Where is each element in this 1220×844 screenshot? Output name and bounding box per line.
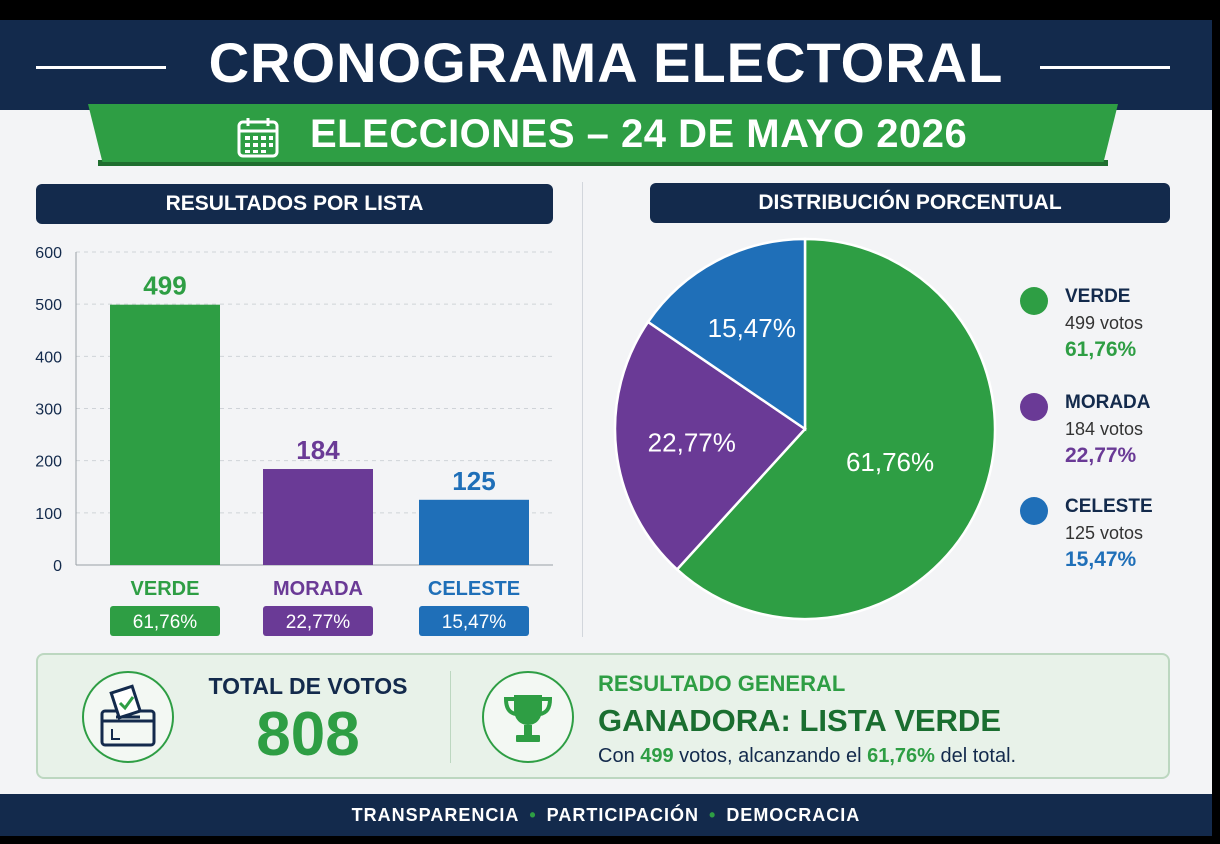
detail-pct: 61,76% [867, 745, 935, 767]
subtitle-ribbon [88, 104, 1118, 162]
detail-mid: votos, alcanzando el [673, 745, 868, 767]
ballot-box-icon [82, 671, 174, 763]
percent-badge-label: 61,76% [133, 612, 198, 633]
percent-badge-label: 15,47% [442, 612, 507, 633]
y-tick-label: 100 [35, 506, 62, 523]
footer-separator: • [709, 805, 717, 825]
pie-slice-label: 22,77% [648, 427, 736, 457]
footer: TRANSPARENCIA • PARTICIPACIÓN • DEMOCRACIA [0, 794, 1212, 836]
legend-percent: 61,76% [1065, 338, 1137, 361]
title-rule-right [1040, 66, 1170, 69]
detail-post: del total. [934, 745, 1017, 767]
legend-votes: 125 votos [1065, 523, 1144, 543]
summary-panel: TOTAL DE VOTOS 808 RESULTADO GENERAL GAN… [36, 653, 1170, 779]
detail-votes: 499 [640, 745, 674, 767]
x-category-label: VERDE [131, 578, 200, 600]
y-tick-label: 600 [35, 245, 62, 262]
percent-badge [419, 606, 529, 636]
pie-slice-celeste [646, 237, 807, 432]
y-tick-label: 0 [53, 558, 62, 575]
calendar-icon [236, 116, 280, 165]
percent-badge-label: 22,77% [286, 612, 351, 633]
bar-chart: 0 100 200 300 400 500 600 499 VERDE 61,76% 184 MORA… [35, 245, 553, 636]
bar-morada [263, 469, 373, 565]
bar-data-label: 499 [143, 271, 186, 301]
legend-swatch-morada [1020, 393, 1048, 421]
total-votes-value: 808 [256, 700, 360, 769]
legend-percent: 22,77% [1065, 444, 1137, 467]
ribbon-shadow [98, 160, 1108, 166]
footer-item-participacion: PARTICIPACIÓN [546, 805, 699, 825]
section-divider [582, 182, 583, 637]
legend-swatch-verde [1020, 287, 1048, 315]
footer-item-transparencia: TRANSPARENCIA [351, 805, 520, 825]
legend-percent: 15,47% [1065, 548, 1137, 571]
bar-section-title: RESULTADOS POR LISTA [36, 184, 553, 224]
header-band [0, 20, 1212, 110]
x-category-label: MORADA [273, 578, 363, 600]
footer-item-democracia: DEMOCRACIA [726, 805, 861, 825]
title-rule-left [36, 66, 166, 69]
pie-chart: 61,76% 22,77% 15,47% [613, 237, 997, 621]
pie-slice-label: 15,47% [708, 313, 796, 343]
bar-verde [110, 304, 220, 565]
legend-votes: 184 votos [1065, 419, 1144, 439]
percent-badge [110, 606, 220, 636]
legend-name: MORADA [1065, 392, 1151, 413]
y-tick-label: 500 [35, 297, 62, 314]
page-subtitle: ELECCIONES – 24 DE MAYO 2026 [310, 112, 968, 156]
x-category-label: CELESTE [428, 578, 520, 600]
detail-pre: Con [598, 745, 641, 767]
bar-celeste [419, 499, 529, 565]
pie-slice-label: 61,76% [846, 447, 934, 477]
legend-name: VERDE [1065, 286, 1131, 307]
page-title: CRONOGRAMA ELECTORAL [208, 31, 1004, 94]
footer-separator: • [529, 805, 537, 825]
bar-data-label: 184 [296, 435, 340, 465]
pie-slice-verde [675, 237, 997, 621]
legend-name: CELESTE [1065, 496, 1153, 517]
summary-divider [450, 671, 451, 763]
y-tick-label: 300 [35, 402, 62, 419]
percent-badge [263, 606, 373, 636]
winner-text: GANADORA: LISTA VERDE [598, 703, 1001, 738]
result-general-label: RESULTADO GENERAL [598, 671, 846, 696]
total-votes-label: TOTAL DE VOTOS [208, 673, 408, 699]
bar-data-label: 125 [452, 466, 495, 496]
infographic-card: CRONOGRAMA ELECTORAL ELECCIONES – 24 DE … [0, 20, 1212, 836]
winner-detail: Con 499 votos, alcanzando el 61,76% del … [598, 745, 1016, 768]
legend-votes: 499 votos [1065, 313, 1144, 333]
y-tick-label: 200 [35, 454, 62, 471]
trophy-icon [482, 671, 574, 763]
pie-section-title: DISTRIBUCIÓN PORCENTUAL [650, 183, 1170, 223]
legend-swatch-celeste [1020, 497, 1048, 525]
y-tick-label: 400 [35, 349, 62, 366]
pie-slice-morada [613, 320, 807, 572]
